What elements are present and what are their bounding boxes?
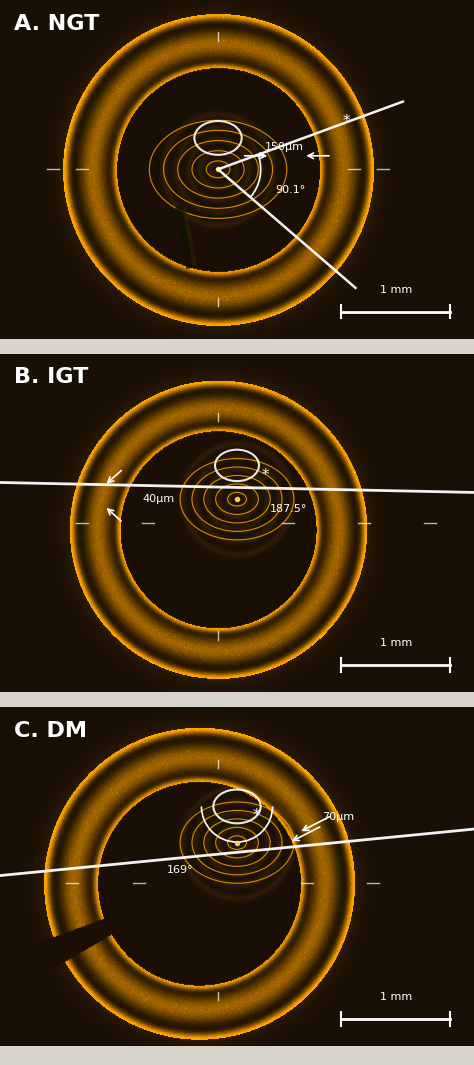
Text: 150μm: 150μm <box>265 143 304 152</box>
Text: 1 mm: 1 mm <box>380 638 412 649</box>
Text: 169°: 169° <box>167 865 193 874</box>
Text: A. NGT: A. NGT <box>14 14 100 33</box>
Text: *: * <box>252 808 260 823</box>
Text: 40μm: 40μm <box>142 494 174 504</box>
Text: 70μm: 70μm <box>322 813 355 822</box>
Text: C. DM: C. DM <box>14 721 87 740</box>
Text: 187.5°: 187.5° <box>270 505 308 514</box>
Text: B. IGT: B. IGT <box>14 367 89 387</box>
Text: 1 mm: 1 mm <box>380 992 412 1002</box>
Text: *: * <box>262 468 269 484</box>
Text: 90.1°: 90.1° <box>275 184 305 195</box>
Text: 1 mm: 1 mm <box>380 284 412 295</box>
Text: *: * <box>342 114 350 130</box>
